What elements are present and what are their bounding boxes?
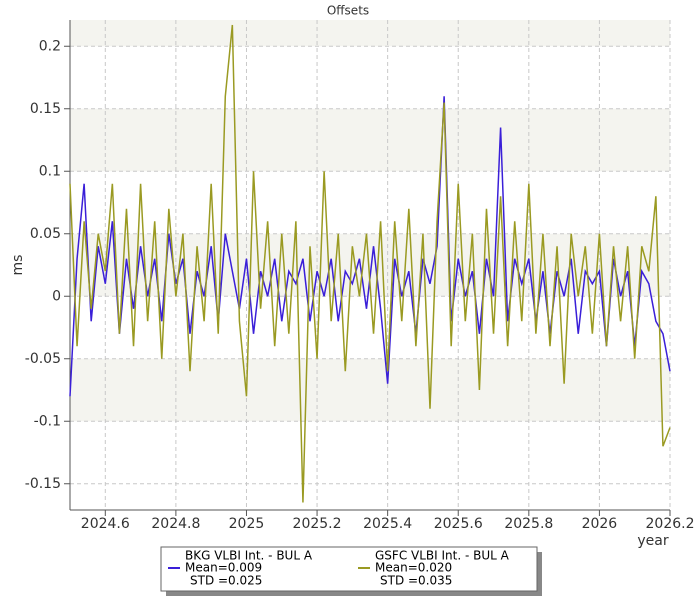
grid-band	[70, 358, 670, 422]
x-tick-label: 2025.4	[363, 516, 412, 532]
x-tick-label: 2026	[582, 516, 618, 532]
x-tick-label: 2025.8	[504, 516, 553, 532]
y-tick-label: 0.1	[39, 163, 61, 179]
x-tick-label: 2026.2	[646, 516, 695, 532]
legend-label: GSFC VLBI Int. - BUL A	[375, 549, 510, 563]
x-tick-label: 2025.2	[293, 516, 342, 532]
y-tick-label: 0.05	[30, 226, 61, 242]
y-tick-label: 0.2	[39, 38, 61, 54]
legend-label: BKG VLBI Int. - BUL A	[185, 549, 313, 563]
x-tick-label: 2025	[229, 516, 265, 532]
chart-title: Offsets	[327, 4, 369, 18]
legend	[160, 546, 538, 592]
data-line	[69, 24, 671, 503]
grid-band	[70, 108, 670, 172]
x-tick-label: 2025.6	[434, 516, 483, 532]
y-tick-label: -0.05	[25, 351, 61, 367]
legend-std: STD =0.035	[380, 574, 452, 588]
y-tick-label: -0.1	[34, 413, 61, 429]
legend-std: STD =0.025	[190, 574, 262, 588]
legend-mean: Mean=0.020	[375, 561, 452, 575]
x-axis-label: year	[637, 533, 668, 549]
grid-band	[70, 20, 670, 47]
y-tick-label: -0.15	[25, 476, 61, 492]
x-tick-label: 2024.8	[151, 516, 200, 532]
y-axis-label: ms	[10, 255, 26, 276]
y-tick-label: 0.15	[30, 101, 61, 117]
y-tick-label: 0	[52, 288, 61, 304]
legend-mean: Mean=0.009	[185, 561, 262, 575]
x-tick-label: 2024.6	[81, 516, 130, 532]
